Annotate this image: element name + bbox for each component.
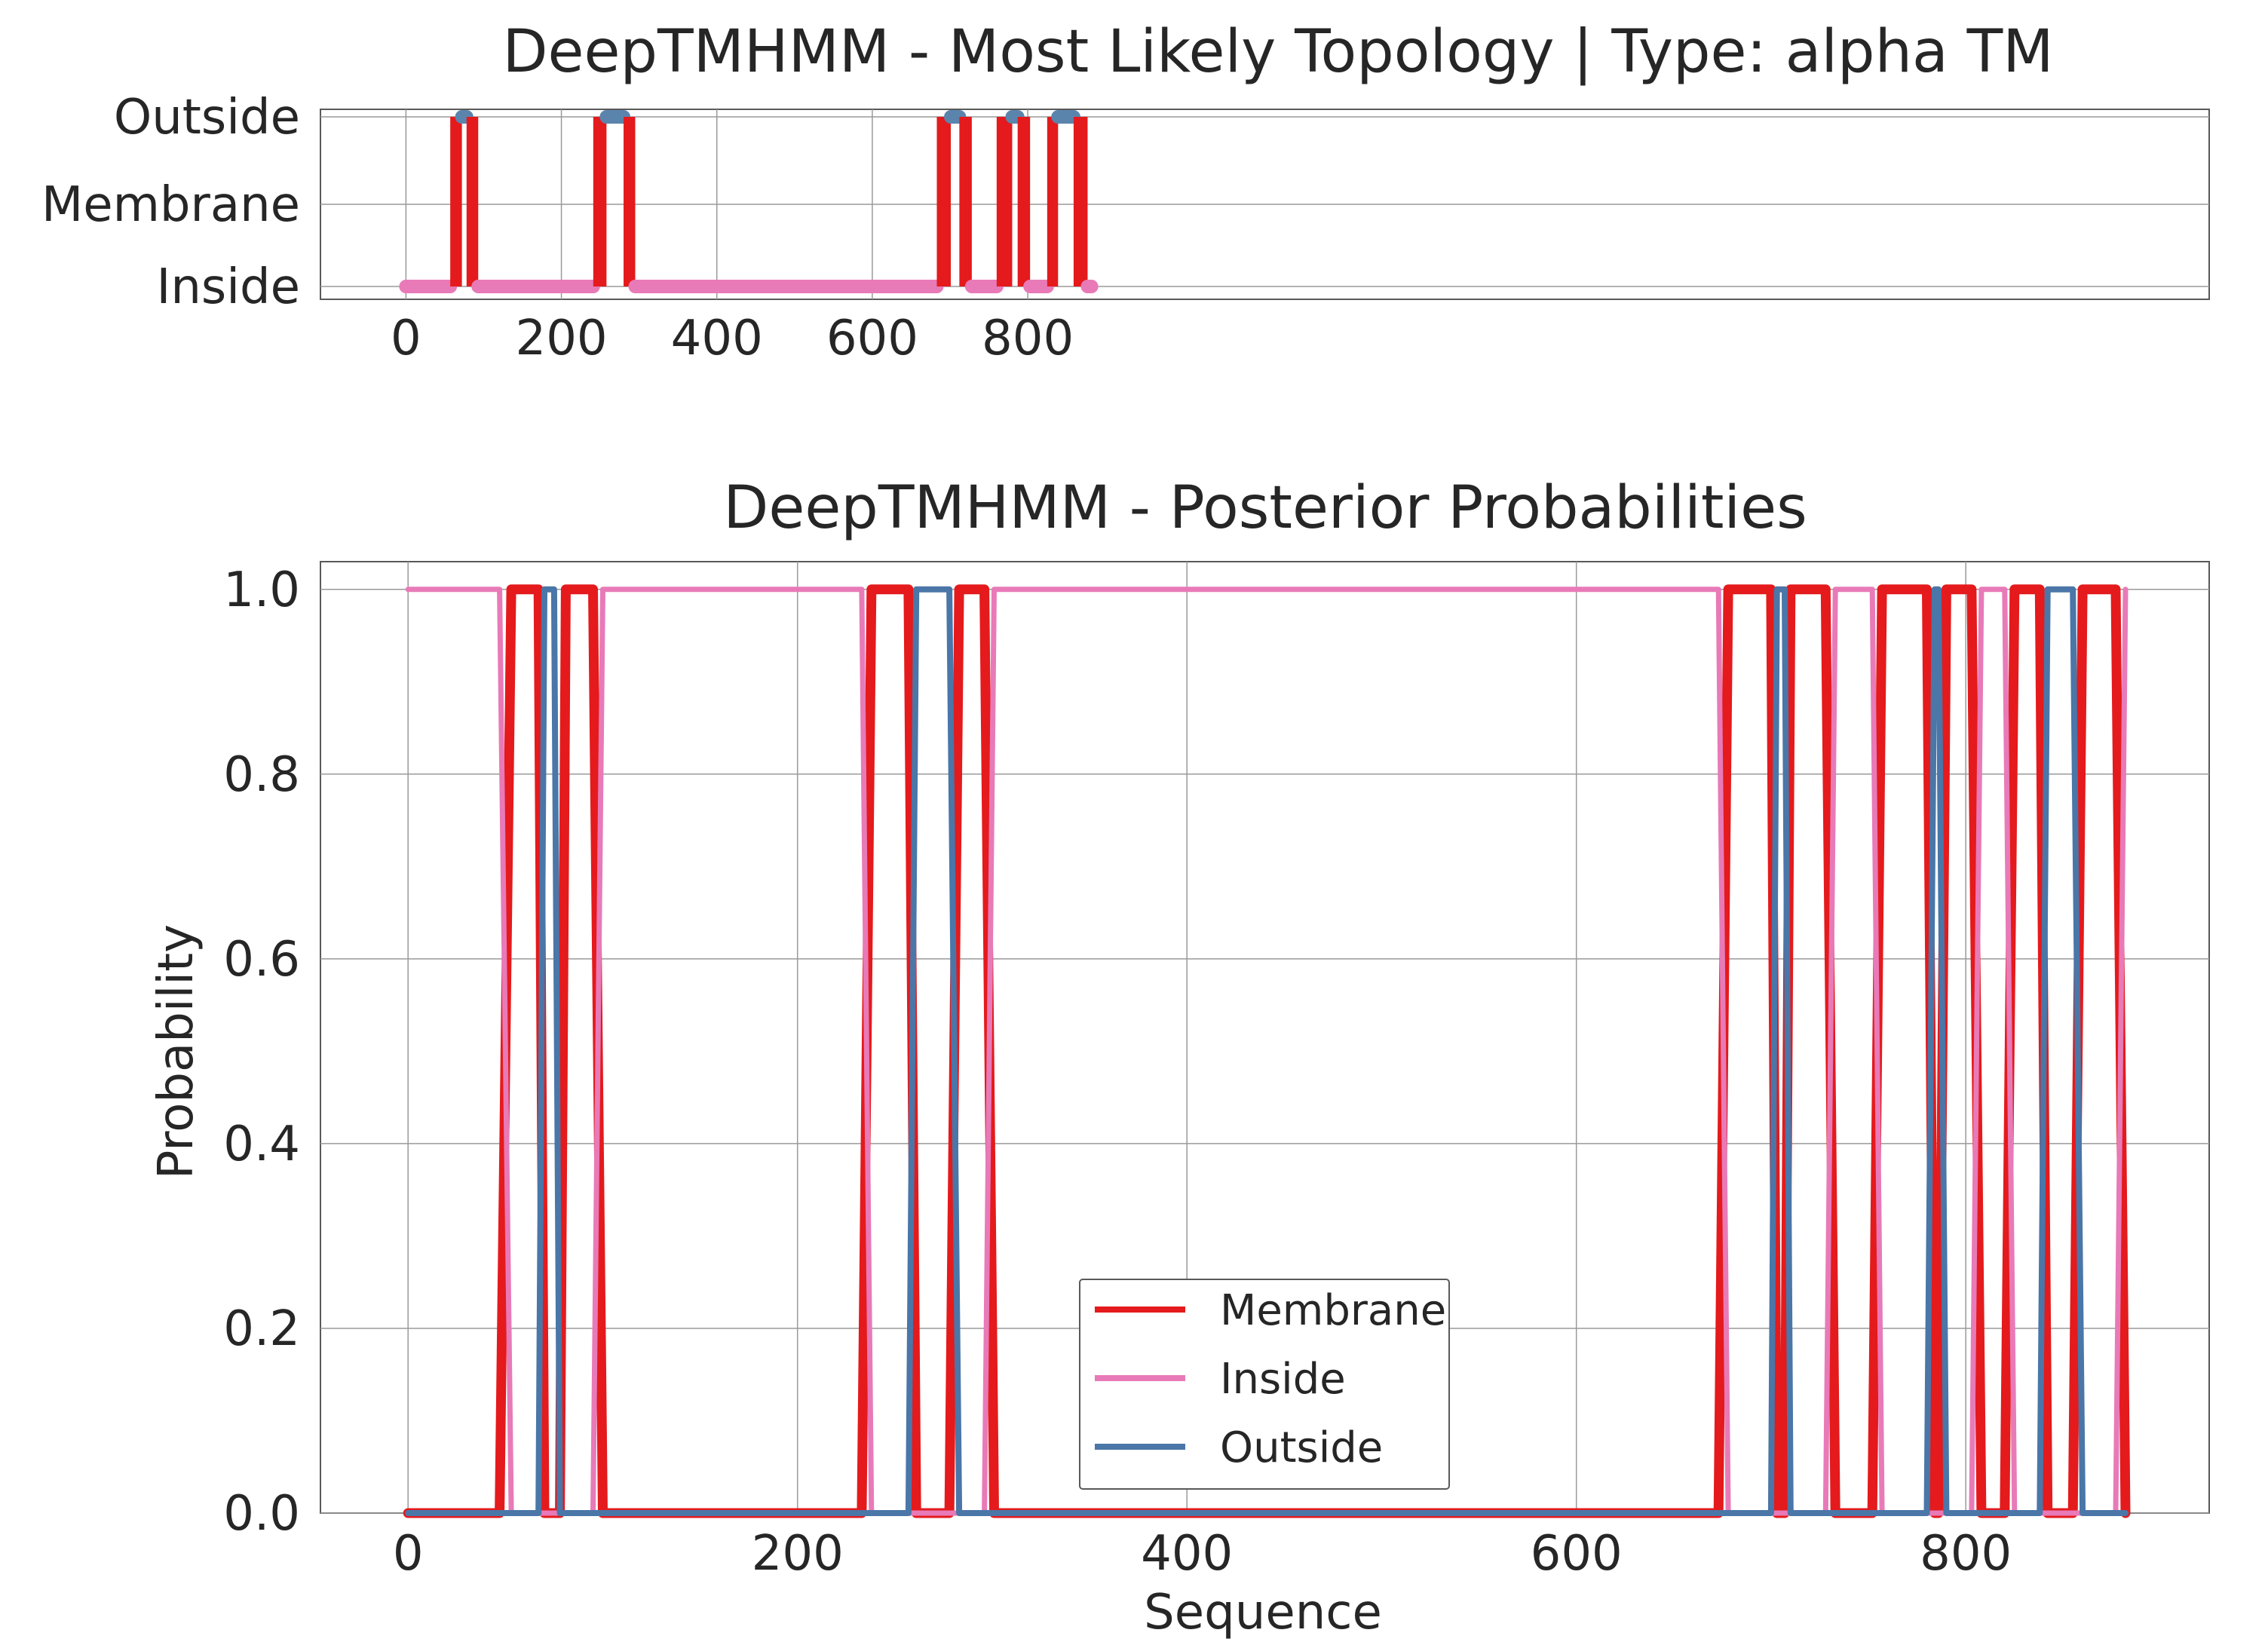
posterior-y-tick-label: 0.4 [223, 1117, 300, 1172]
topology-y-tick-label: Outside [114, 90, 300, 146]
topology-segment-membrane [1047, 117, 1059, 286]
legend-box [1079, 1279, 1450, 1490]
topology-x-ticks: 0 200 400 600 800 [391, 311, 1074, 366]
posterior-x-tick-label: 0 [393, 1526, 424, 1582]
topology-x-tick-label: 200 [515, 311, 607, 366]
posterior-x-tick-label: 600 [1531, 1526, 1623, 1582]
topology-y-ticks: Inside Membrane Outside [41, 90, 300, 315]
topology-y-tick-label: Inside [156, 259, 300, 315]
posterior-y-tick-label: 0.8 [223, 747, 300, 803]
topology-segment-membrane [1073, 117, 1088, 286]
posterior-y-ticks: 0.0 0.2 0.4 0.6 0.8 1.0 [223, 562, 300, 1542]
topology-segment-membrane [936, 117, 952, 286]
topology-title: DeepTMHMM - Most Likely Topology | Type:… [502, 18, 2053, 86]
topology-segment-membrane [624, 117, 636, 286]
topology-segments [399, 110, 1099, 293]
posterior-panel: DeepTMHMM - Posterior Probabilities 0.00… [149, 474, 2210, 1640]
posterior-x-tick-label: 800 [1920, 1526, 2012, 1582]
series-line-outside [405, 586, 2129, 1516]
legend-label-inside: Inside [1220, 1355, 1346, 1404]
topology-segment-membrane [996, 117, 1013, 286]
posterior-y-tick-label: 1.0 [223, 562, 300, 618]
posterior-y-axis-label: Probability [149, 924, 204, 1179]
posterior-x-tick-label: 200 [752, 1526, 844, 1582]
topology-panel: DeepTMHMM - Most Likely Topology | Type:… [41, 18, 2210, 366]
posterior-series [403, 584, 2131, 1518]
topology-segment-membrane [466, 117, 479, 286]
legend-label-membrane: Membrane [1220, 1286, 1446, 1335]
topology-x-tick-label: 600 [826, 311, 918, 366]
legend: Membrane Inside Outside [1079, 1279, 1450, 1490]
legend-label-outside: Outside [1220, 1423, 1383, 1472]
topology-x-tick-label: 400 [671, 311, 763, 366]
topology-segment-membrane [593, 117, 607, 286]
posterior-x-axis-label: Sequence [1144, 1585, 1382, 1640]
topology-x-tick-label: 0 [391, 311, 421, 366]
topology-x-tick-label: 800 [982, 311, 1074, 366]
posterior-y-tick-label: 0.2 [223, 1301, 300, 1357]
topology-segment-membrane [450, 117, 462, 286]
topology-segment-membrane [1017, 117, 1031, 286]
posterior-title: DeepTMHMM - Posterior Probabilities [723, 474, 1807, 542]
posterior-y-tick-label: 0.0 [223, 1486, 300, 1542]
posterior-x-tick-label: 400 [1141, 1526, 1233, 1582]
posterior-y-tick-label: 0.6 [223, 932, 300, 988]
posterior-x-ticks: 0 200 400 600 800 [393, 1526, 2012, 1582]
topology-y-tick-label: Membrane [41, 177, 300, 233]
legend-entries: Membrane Inside Outside [1095, 1286, 1446, 1472]
topology-segment-membrane [959, 117, 972, 286]
